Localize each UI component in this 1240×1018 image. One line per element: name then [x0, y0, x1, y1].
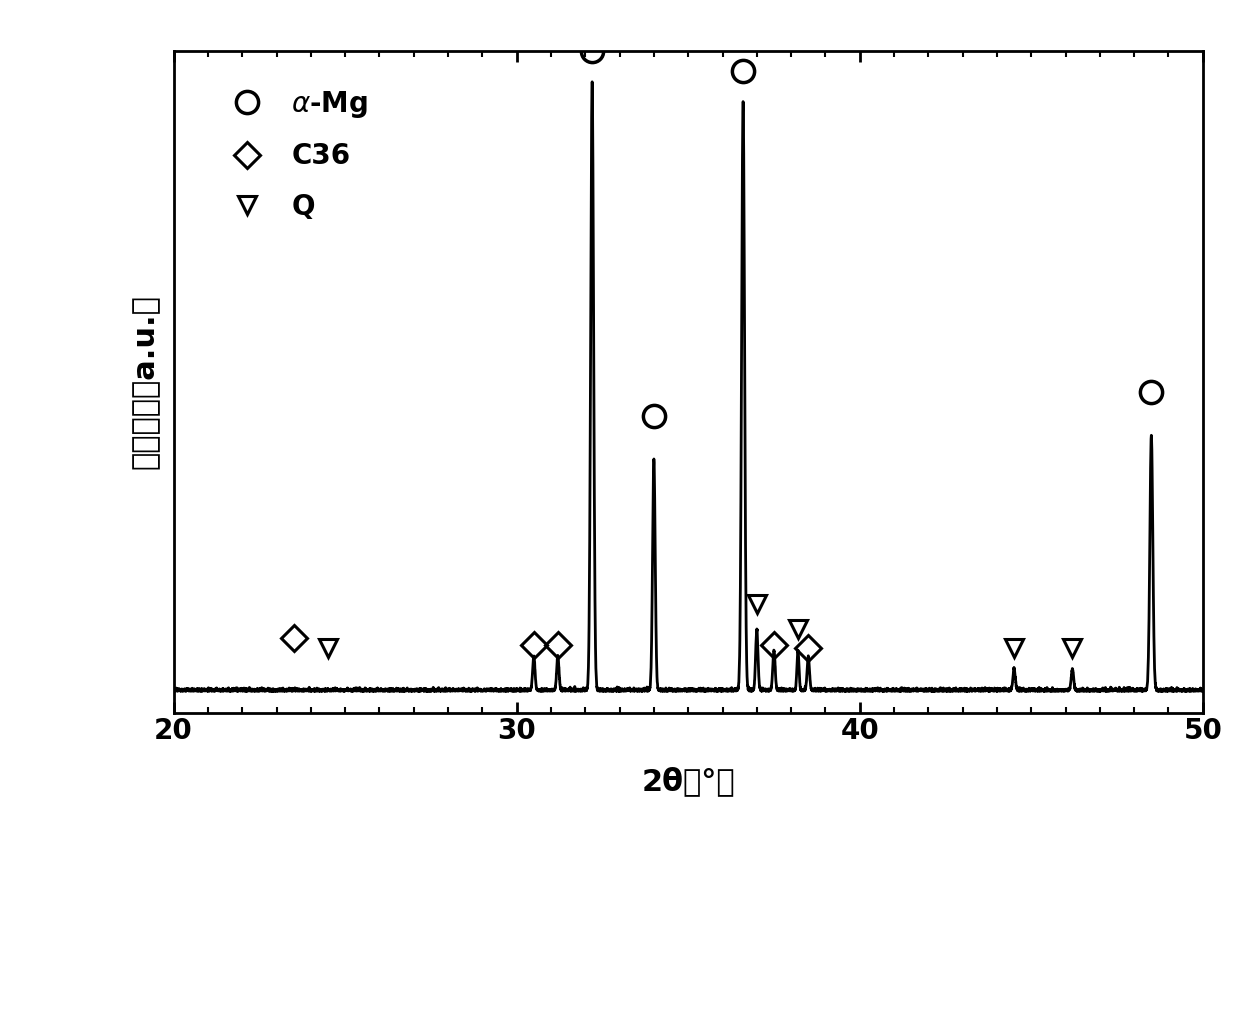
Y-axis label: 相对强度（a.u.）: 相对强度（a.u.）	[130, 294, 160, 469]
Legend: $\alpha$-Mg, C36, Q: $\alpha$-Mg, C36, Q	[208, 78, 379, 232]
X-axis label: 2θ（°）: 2θ（°）	[641, 767, 735, 796]
